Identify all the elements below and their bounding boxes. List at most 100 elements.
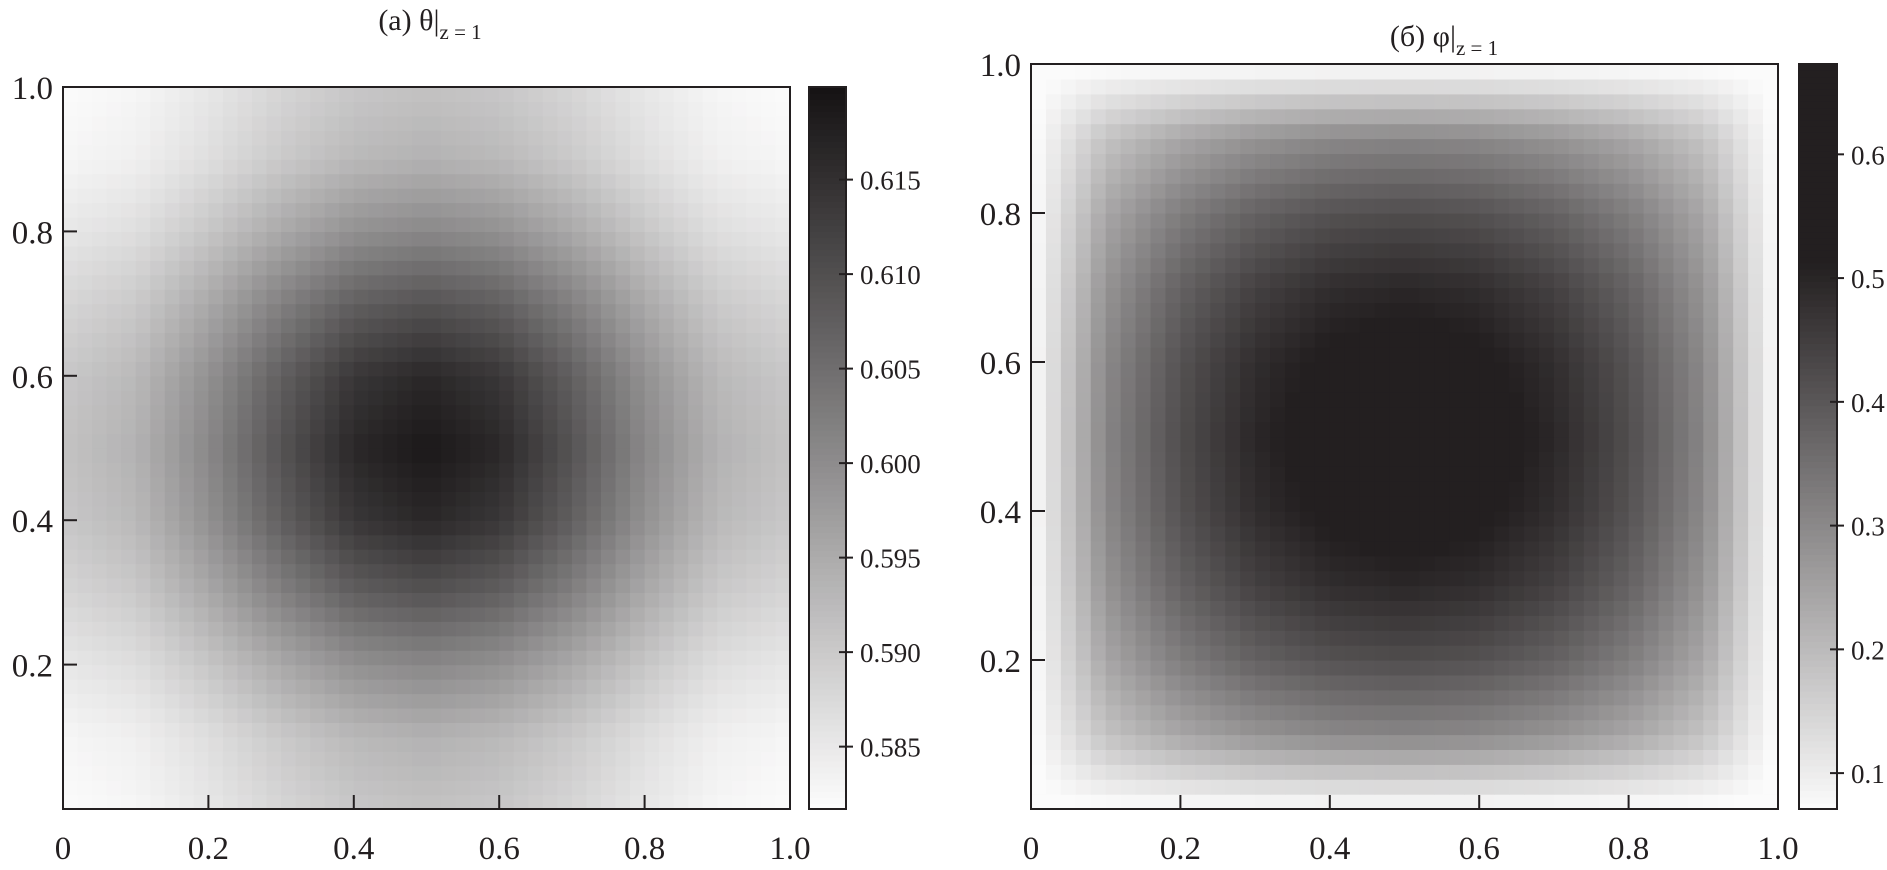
heatmap-cell — [281, 751, 297, 767]
heatmap-cell — [150, 780, 166, 796]
heatmap-cell — [179, 361, 195, 377]
heatmap-cell — [1165, 436, 1181, 452]
heatmap-cell — [1509, 540, 1525, 557]
heatmap-cell — [353, 245, 369, 261]
heatmap-cell — [1673, 704, 1689, 721]
heatmap-cell — [673, 534, 689, 550]
heatmap-cell — [1748, 570, 1764, 587]
heatmap-cell — [1598, 496, 1615, 512]
heatmap-cell — [295, 635, 311, 651]
heatmap-cell — [1404, 764, 1421, 780]
heatmap-cell — [470, 505, 486, 521]
heatmap-cell — [1075, 630, 1092, 646]
heatmap-cell — [1479, 257, 1495, 274]
heatmap-cell — [1060, 362, 1077, 378]
heatmap-cell — [92, 491, 108, 507]
heatmap-cell — [1598, 168, 1615, 184]
heatmap-cell — [1120, 481, 1137, 497]
heatmap-cell — [339, 751, 355, 767]
heatmap-cell — [1105, 451, 1122, 467]
heatmap-cell — [1703, 555, 1719, 572]
heatmap-cell — [1643, 600, 1660, 616]
heatmap-cell — [1180, 257, 1196, 274]
heatmap-cell — [470, 592, 486, 608]
heatmap-cell — [586, 245, 602, 261]
heatmap-cell — [1105, 108, 1122, 125]
heatmap-cell — [382, 289, 399, 305]
heatmap-cell — [1733, 168, 1749, 184]
heatmap-cell — [1688, 481, 1704, 497]
heatmap-cell — [717, 635, 733, 651]
heatmap-cell — [586, 707, 602, 723]
heatmap-cell — [179, 159, 195, 175]
heatmap-cell — [1075, 704, 1092, 721]
heatmap-cell — [77, 130, 93, 146]
heatmap-cell — [1135, 376, 1152, 393]
heatmap-cell — [411, 289, 428, 305]
heatmap-cell — [775, 592, 791, 608]
heatmap-cell — [1733, 779, 1749, 795]
heatmap-cell — [586, 390, 602, 406]
heatmap-cell — [179, 231, 195, 247]
heatmap-cell — [499, 260, 515, 276]
heatmap-cell — [688, 722, 704, 738]
heatmap-cell — [499, 664, 515, 680]
heatmap-cell — [106, 144, 122, 160]
heatmap-cell — [455, 693, 471, 709]
heatmap-cell — [1180, 689, 1196, 706]
heatmap-cell — [106, 433, 122, 449]
colorbar-segment — [809, 634, 846, 642]
heatmap-cell — [702, 303, 718, 319]
heatmap-cell — [615, 289, 631, 305]
heatmap-cell — [630, 794, 646, 810]
heatmap-cell — [63, 794, 79, 810]
heatmap-cell — [135, 274, 151, 290]
heatmap-cell — [644, 173, 660, 189]
heatmap-cell — [368, 144, 384, 160]
heatmap-cell — [1150, 600, 1167, 616]
heatmap-cell — [1120, 615, 1137, 631]
heatmap-cell — [1688, 645, 1704, 661]
heatmap-cell — [281, 231, 297, 247]
heatmap-cell — [310, 303, 326, 319]
heatmap-cell — [1464, 153, 1480, 169]
heatmap-cell — [426, 476, 442, 492]
heatmap-cell — [1270, 719, 1286, 736]
heatmap-cell — [600, 722, 617, 738]
heatmap-cell — [1479, 213, 1495, 229]
heatmap-cell — [426, 462, 442, 478]
heatmap-cell — [455, 375, 471, 391]
heatmap-cell — [179, 505, 195, 521]
heatmap-cell — [1703, 525, 1719, 542]
heatmap-cell — [1284, 466, 1301, 482]
heatmap-cell — [1240, 630, 1256, 646]
heatmap-cell — [1434, 153, 1450, 169]
heatmap-cell — [1494, 660, 1510, 676]
heatmap-cell — [1538, 600, 1555, 616]
heatmap-cell — [310, 202, 326, 218]
heatmap-cell — [1673, 153, 1689, 169]
heatmap-cell — [1763, 615, 1779, 631]
heatmap-cell — [644, 346, 660, 362]
heatmap-cell — [1643, 362, 1660, 378]
heatmap-cell — [1434, 376, 1450, 393]
heatmap-cell — [1643, 794, 1660, 810]
heatmap-cell — [1404, 123, 1421, 140]
heatmap-cell — [135, 693, 151, 709]
heatmap-cell — [659, 173, 675, 189]
heatmap-cell — [542, 462, 558, 478]
heatmap-cell — [1270, 540, 1286, 557]
heatmap-cell — [382, 505, 399, 521]
heatmap-cell — [1150, 719, 1167, 736]
heatmap-cell — [1165, 481, 1181, 497]
heatmap-cell — [106, 274, 122, 290]
heatmap-cell — [484, 188, 500, 204]
heatmap-cell — [441, 245, 457, 261]
heatmap-cell — [1299, 451, 1316, 467]
heatmap-cell — [1524, 227, 1540, 244]
heatmap-cell — [673, 491, 689, 507]
heatmap-cell — [470, 303, 486, 319]
heatmap-cell — [1568, 585, 1585, 601]
heatmap-cell — [1090, 689, 1107, 706]
heatmap-cell — [339, 462, 355, 478]
